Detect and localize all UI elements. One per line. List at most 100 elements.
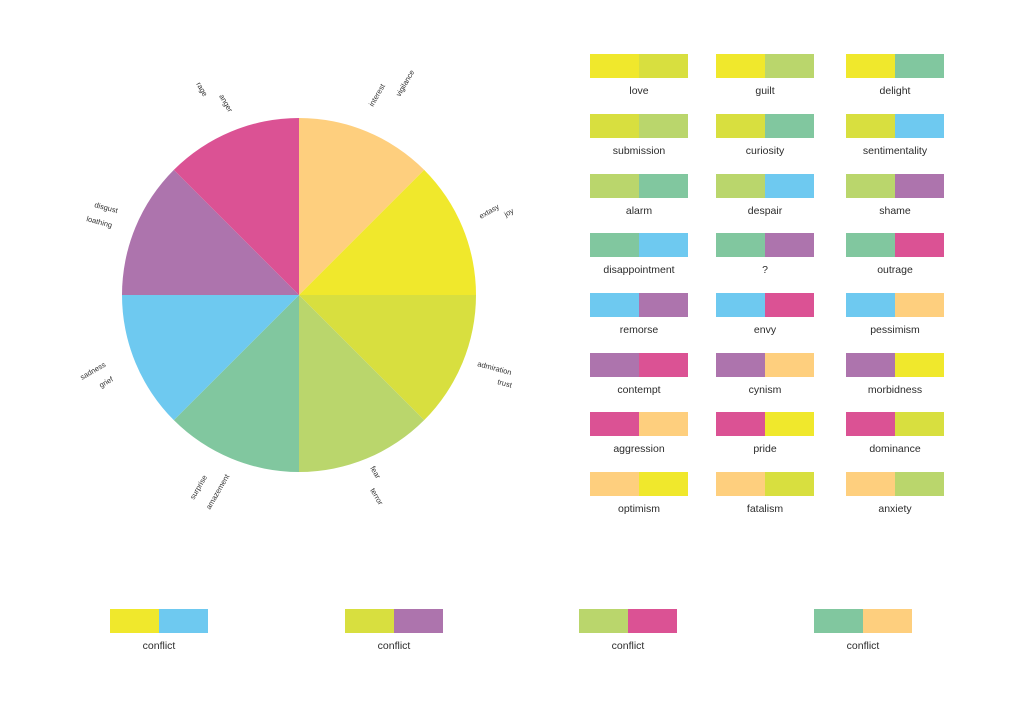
wheel-label-interest: interest: [367, 81, 388, 108]
wheel-segments: [122, 118, 477, 472]
combination-label: disappointment: [603, 264, 675, 276]
combination-label: love: [629, 85, 649, 97]
swatch-half-fear: [895, 472, 944, 496]
wheel-label-loathing: loathing: [85, 214, 113, 229]
swatch-half-sadness: [639, 233, 688, 257]
combination-label: submission: [612, 145, 666, 157]
swatch-half-interest: [895, 293, 944, 317]
combination-label: dominance: [869, 443, 921, 455]
swatch-half-admiration: [765, 472, 814, 496]
combination-label: fatalism: [746, 503, 784, 515]
wheel-segment-disgust: [122, 169, 299, 295]
combination-swatch: [590, 114, 688, 138]
combination-label: envy: [753, 324, 777, 336]
swatch-half-fear: [590, 174, 639, 198]
swatch-half-surprise: [814, 609, 863, 633]
swatch-half-interest: [716, 472, 765, 496]
swatch-half-surprise: [639, 174, 688, 198]
combination-swatch: [846, 412, 944, 436]
wheel-label-trust: trust: [496, 377, 513, 390]
swatch-half-disgust: [639, 293, 688, 317]
combination-swatch: [716, 54, 814, 78]
swatch-half-admiration: [895, 412, 944, 436]
combination-label: pride: [753, 443, 777, 455]
wheel-label-disgust: disgust: [93, 200, 119, 215]
combination-label: alarm: [625, 205, 653, 217]
combination-label: shame: [879, 205, 911, 217]
combination-label: pessimism: [870, 324, 920, 336]
swatch-half-disgust: [590, 353, 639, 377]
combination-swatch: [716, 353, 814, 377]
swatch-half-fear: [716, 174, 765, 198]
combination-swatch: [590, 472, 688, 496]
swatch-half-disgust: [895, 174, 944, 198]
combination-label: ?: [762, 264, 768, 276]
combination-swatch: [846, 233, 944, 257]
wheel-label-rage: rage: [194, 81, 209, 99]
wheel-segment-interest: [299, 118, 425, 295]
swatch-half-rage: [590, 412, 639, 436]
combination-swatch: [716, 233, 814, 257]
swatch-half-joy: [590, 54, 639, 78]
swatch-half-joy: [765, 412, 814, 436]
swatch-half-interest: [846, 472, 895, 496]
swatch-half-admiration: [639, 54, 688, 78]
conflict-label: conflict: [377, 640, 411, 652]
swatch-half-admiration: [846, 114, 895, 138]
swatch-half-disgust: [716, 353, 765, 377]
swatch-half-admiration: [345, 609, 394, 633]
combination-label: curiosity: [745, 145, 785, 157]
swatch-half-surprise: [895, 54, 944, 78]
swatch-half-sadness: [590, 293, 639, 317]
swatch-half-disgust: [846, 353, 895, 377]
wheel-segment-joy: [299, 169, 476, 295]
combination-label: despair: [747, 205, 783, 217]
conflict-swatch: [345, 609, 443, 633]
combination-label: outrage: [877, 264, 913, 276]
wheel-segment-sadness: [122, 295, 299, 421]
conflict-label: conflict: [846, 640, 880, 652]
wheel-label-admiration: admiration: [476, 359, 512, 377]
combination-swatch: [846, 353, 944, 377]
combination-label: delight: [879, 85, 911, 97]
combination-label: anxiety: [878, 503, 912, 515]
wheel-label-surprise: surprise: [188, 473, 209, 501]
combination-swatch: [846, 293, 944, 317]
swatch-half-fear: [765, 54, 814, 78]
swatch-half-interest: [590, 472, 639, 496]
wheel-label-vigilance: vigilance: [394, 68, 416, 98]
wheel-label-joy: joy: [502, 206, 516, 219]
swatch-half-rage: [716, 412, 765, 436]
wheel-segment-surprise: [173, 295, 299, 472]
wheel-label-terror: terror: [368, 487, 385, 507]
swatch-half-rage: [765, 293, 814, 317]
combination-label: sentimentality: [862, 145, 928, 157]
swatch-half-sadness: [895, 114, 944, 138]
swatch-half-joy: [716, 54, 765, 78]
swatch-half-admiration: [590, 114, 639, 138]
combination-swatch: [846, 114, 944, 138]
combination-label: guilt: [755, 85, 775, 97]
conflict-swatch: [814, 609, 912, 633]
swatch-half-sadness: [159, 609, 208, 633]
swatch-half-disgust: [394, 609, 443, 633]
combination-swatch: [590, 233, 688, 257]
swatch-half-admiration: [716, 114, 765, 138]
wheel-label-anger: anger: [217, 93, 235, 115]
combination-swatch: [716, 293, 814, 317]
wheel-label-fear: fear: [368, 465, 383, 481]
wheel-segment-admiration: [299, 295, 477, 421]
swatch-half-fear: [639, 114, 688, 138]
swatch-half-joy: [110, 609, 159, 633]
combination-swatch: [716, 472, 814, 496]
swatch-half-joy: [895, 353, 944, 377]
combination-label: contempt: [617, 384, 661, 396]
swatch-half-rage: [846, 412, 895, 436]
swatch-half-joy: [846, 54, 895, 78]
wheel-segment-rage: [173, 118, 299, 295]
combination-swatch: [716, 114, 814, 138]
swatch-half-fear: [846, 174, 895, 198]
swatch-half-disgust: [765, 233, 814, 257]
